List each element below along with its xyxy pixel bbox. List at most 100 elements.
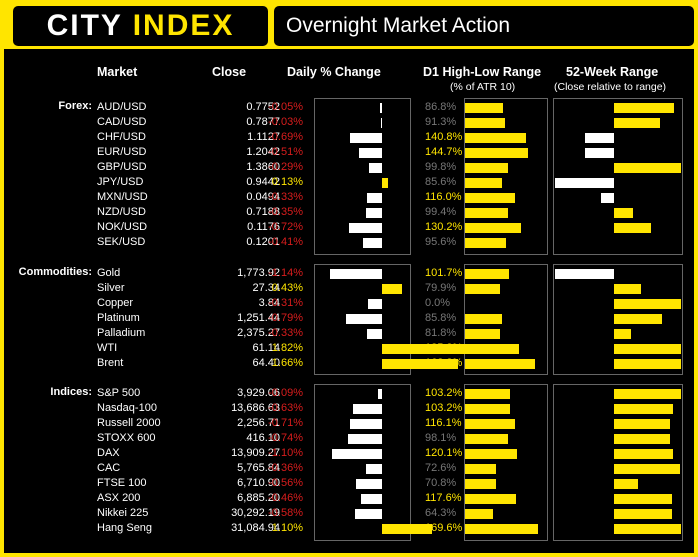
close-value: 64.40 [252, 357, 280, 370]
week52-range-panel [553, 264, 683, 375]
daily-change-label: 1.66% [271, 357, 303, 370]
d1-range-label: 98.1% [425, 432, 457, 445]
d1-range-bar [465, 313, 503, 324]
d1-range-bar [465, 448, 518, 459]
week52-range-bar [614, 328, 632, 339]
d1-range-bar [465, 147, 528, 158]
week52-range-panel [553, 98, 683, 255]
week52-range-bar [614, 508, 672, 519]
d1-range-bar [465, 328, 501, 339]
d1-range-label: 85.8% [425, 312, 457, 325]
col-header-market: Market [97, 65, 138, 79]
daily-change-label: -0.03% [268, 116, 303, 129]
week52-range-bar [614, 117, 660, 128]
market-name: Palladium [97, 327, 146, 340]
daily-change-bar [377, 388, 382, 399]
d1-range-label: 101.7% [425, 267, 463, 279]
daily-change-label: -0.72% [268, 221, 303, 234]
close-value: 2,375.27 [237, 327, 280, 340]
d1-range-label: 169.6% [425, 522, 463, 535]
d1-range-label: 116.1% [425, 417, 462, 430]
daily-change-label: -0.41% [268, 236, 303, 249]
daily-change-bar [349, 418, 382, 429]
d1-range-panel [464, 264, 548, 375]
daily-change-label: -0.79% [268, 312, 303, 325]
week52-range-bar [584, 147, 614, 158]
week52-range-bar [555, 177, 614, 188]
market-name: ASX 200 [97, 492, 141, 505]
close-value: 1.3860 [246, 161, 280, 174]
daily-change-label: -0.51% [268, 146, 303, 159]
d1-range-bar [465, 493, 516, 504]
daily-change-label: 1.82% [271, 342, 303, 355]
col-subheader-52week: (Close relative to range) [554, 81, 667, 93]
d1-range-bar [465, 523, 539, 534]
d1-range-label: 130.2% [425, 221, 463, 234]
daily-change-label: -0.69% [268, 131, 303, 144]
week52-range-bar [614, 207, 634, 218]
market-name: Gold [97, 267, 121, 279]
d1-range-panel [464, 98, 548, 255]
market-name: AUD/USD [97, 101, 147, 113]
close-value: 6,885.20 [237, 492, 280, 505]
d1-range-panel [464, 384, 548, 541]
daily-change-label: -0.29% [268, 161, 303, 174]
daily-change-bar [358, 147, 382, 158]
close-value: 0.0494 [246, 191, 280, 204]
d1-range-label: 144.7% [425, 146, 463, 159]
daily-change-label: -1.14% [268, 267, 303, 279]
daily-change-bar [366, 192, 382, 203]
page-title: Overnight Market Action [274, 6, 694, 46]
d1-range-bar [465, 508, 493, 519]
d1-range-bar [465, 222, 522, 233]
d1-range-bar [465, 343, 520, 354]
daily-change-label: 0.13% [271, 176, 303, 189]
market-name: SEK/USD [97, 236, 146, 249]
d1-range-bar [465, 162, 509, 173]
daily-change-bar [360, 493, 382, 504]
market-name: Copper [97, 297, 134, 310]
market-name: NOK/USD [97, 221, 148, 234]
daily-change-bar [365, 463, 382, 474]
section-label: Indices: [50, 386, 92, 398]
market-name: Silver [97, 282, 125, 295]
daily-change-bar [348, 433, 382, 444]
close-value: 27.34 [252, 282, 280, 295]
d1-range-label: 86.8% [425, 101, 457, 113]
daily-change-label: 0.43% [271, 282, 303, 295]
daily-change-bar [366, 207, 382, 218]
daily-change-label: -0.36% [268, 462, 303, 475]
close-value: 0.9442 [246, 176, 280, 189]
col-subheader-d1: (% of ATR 10) [450, 81, 516, 93]
week52-range-bar [614, 162, 681, 173]
week52-range-panel [553, 384, 683, 541]
close-value: 3,929.06 [237, 387, 280, 399]
daily-change-label: -0.56% [268, 477, 303, 490]
market-name: Hang Seng [97, 522, 153, 535]
market-name: Nikkei 225 [97, 507, 149, 520]
week52-range-bar [555, 268, 614, 279]
week52-range-bar [614, 433, 671, 444]
close-value: 3.84 [258, 297, 280, 310]
d1-range-bar [465, 358, 536, 369]
week52-range-bar [614, 523, 681, 534]
daily-change-bar [382, 283, 402, 294]
logo-main: CITY [46, 9, 123, 42]
d1-range-bar [465, 132, 526, 143]
close-value: 30,292.19 [231, 507, 280, 520]
week52-range-bar [614, 478, 639, 489]
logo: CITY INDEX [13, 6, 268, 46]
close-value: 13,686.63 [231, 402, 280, 415]
daily-change-label: -0.35% [268, 206, 303, 219]
col-header-d1: D1 High-Low Range [423, 65, 542, 79]
daily-change-label: -0.09% [268, 387, 303, 399]
close-value: 1.2042 [246, 146, 280, 159]
week52-range-bar [614, 463, 680, 474]
week52-range-bar [601, 192, 614, 203]
d1-range-label: 0.0% [425, 297, 451, 310]
daily-change-bar [380, 117, 382, 128]
close-value: 0.7188 [246, 206, 280, 219]
d1-range-bar [465, 388, 510, 399]
d1-range-label: 64.3% [425, 507, 457, 520]
header-bar: CITY INDEX Overnight Market Action [4, 4, 694, 49]
